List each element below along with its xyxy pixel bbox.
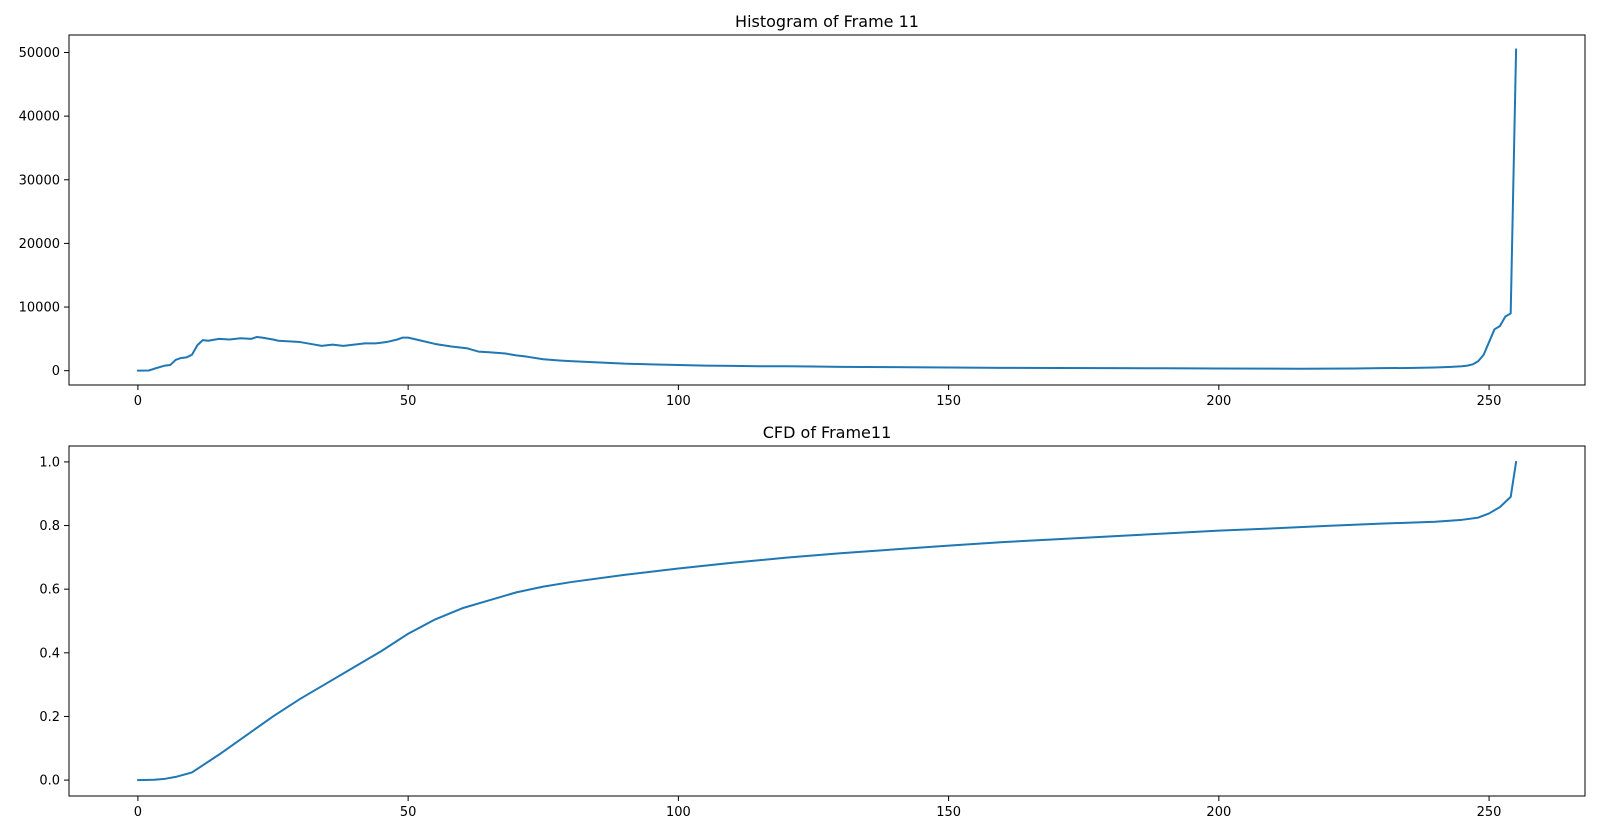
histogram-y-tick-label: 40000: [19, 110, 60, 125]
histogram-x-tick-label: 0: [134, 394, 142, 409]
cfd-y-tick-label: 0.6: [39, 583, 60, 598]
cfd-y-tick-label: 0.0: [39, 774, 60, 789]
cfd-x-tick-label: 100: [666, 805, 691, 820]
histogram-title: Histogram of Frame 11: [735, 12, 919, 31]
histogram-x-tick-label: 50: [400, 394, 417, 409]
histogram-x-tick-label: 100: [666, 394, 691, 409]
histogram-series-line: [136, 48, 1518, 372]
cfd-axes-frame: [68, 445, 1586, 797]
histogram-y-tick-label: 0: [52, 364, 60, 379]
histogram-y-tick-label: 20000: [19, 237, 60, 252]
histogram-y-tick-label: 10000: [19, 301, 60, 316]
histogram-x-tick-label: 150: [936, 394, 961, 409]
cfd-title: CFD of Frame11: [763, 423, 892, 442]
cfd-x-tick-label: 200: [1206, 805, 1231, 820]
histogram-panel: Histogram of Frame 11 0 50 100 150 200 250 0 10…: [19, 12, 1586, 409]
histogram-axes-frame: [68, 34, 1586, 386]
cfd-x-tick-label: 150: [936, 805, 961, 820]
histogram-y-tick-label: 30000: [19, 173, 60, 188]
cfd-panel: CFD of Frame11 0 50 100 150 200 250 0.0 0.2 0.4 0…: [39, 423, 1586, 820]
histogram-x-tick-label: 200: [1206, 394, 1231, 409]
cfd-x-tick-label: 50: [400, 805, 417, 820]
cfd-y-tick-label: 1.0: [39, 455, 60, 470]
cfd-x-tick-label: 0: [134, 805, 142, 820]
histogram-y-tick-label: 50000: [19, 46, 60, 61]
cfd-x-tick-label: 250: [1477, 805, 1502, 820]
cfd-series-line: [136, 460, 1518, 782]
cfd-y-tick-label: 0.4: [39, 646, 60, 661]
histogram-x-tick-label: 250: [1477, 394, 1502, 409]
cfd-y-tick-label: 0.8: [39, 519, 60, 534]
cfd-y-tick-label: 0.2: [39, 710, 60, 725]
